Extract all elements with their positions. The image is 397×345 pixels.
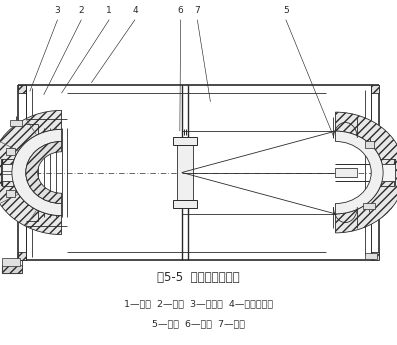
Text: 1: 1 [106,6,112,15]
Text: 4: 4 [132,6,138,15]
Text: 5—水斗  6—撒箍  7—搭扣: 5—水斗 6—撒箍 7—搭扣 [152,319,245,328]
Bar [173,200,197,208]
Bar [2,164,18,181]
Wedge shape [335,131,383,214]
Text: 1—筒体  2—闷头  3—红套箍  4—法兰空心轴: 1—筒体 2—闷头 3—红套箍 4—法兰空心轴 [124,300,273,309]
Bar [6,148,15,155]
Bar [2,258,20,266]
Polygon shape [18,85,26,93]
Wedge shape [12,129,62,216]
Bar [365,141,374,148]
Polygon shape [18,252,26,260]
Wedge shape [26,141,62,204]
Bar [6,190,15,197]
Bar [177,145,193,200]
Wedge shape [0,110,62,235]
Bar [173,137,197,145]
Bar [335,168,357,177]
Text: 图5-5  水斗式紧铜烘筒: 图5-5 水斗式紧铜烘筒 [157,271,240,284]
Polygon shape [2,265,22,273]
Bar [363,203,375,209]
Bar [379,164,395,181]
Polygon shape [371,252,379,260]
Text: 3: 3 [55,6,60,15]
Bar [10,120,22,126]
Text: 2: 2 [79,6,84,15]
Text: 6: 6 [178,6,183,15]
Wedge shape [335,112,397,233]
Bar [365,253,377,259]
Text: 7: 7 [195,6,200,15]
Text: 5: 5 [283,6,289,15]
Polygon shape [371,85,379,93]
